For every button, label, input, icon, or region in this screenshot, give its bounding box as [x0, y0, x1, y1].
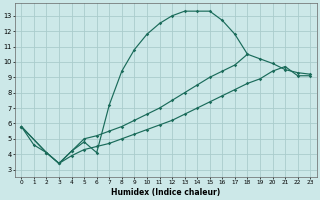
X-axis label: Humidex (Indice chaleur): Humidex (Indice chaleur)	[111, 188, 220, 197]
